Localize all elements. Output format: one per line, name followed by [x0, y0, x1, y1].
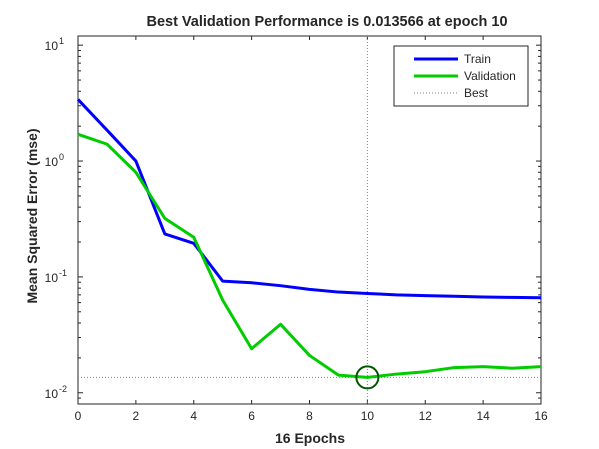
- x-tick-label: 14: [476, 409, 490, 423]
- x-axis-label: 16 Epochs: [275, 430, 345, 446]
- x-tick-label: 4: [190, 409, 197, 423]
- y-axis-label: Mean Squared Error (mse): [24, 128, 40, 303]
- y-tick-exponent: 1: [59, 36, 64, 46]
- y-tick-exponent: -1: [59, 268, 67, 278]
- legend-label-best: Best: [464, 86, 489, 100]
- x-tick-label: 12: [419, 409, 433, 423]
- chart-title: Best Validation Performance is 0.013566 …: [146, 14, 507, 30]
- x-tick-label: 2: [133, 409, 140, 423]
- x-tick-label: 0: [75, 409, 82, 423]
- y-tick-label: 10: [45, 39, 59, 53]
- y-tick-exponent: -2: [59, 384, 67, 394]
- legend-label-validation: Validation: [464, 69, 516, 83]
- legend: Train Validation Best: [393, 45, 529, 107]
- x-tick-label: 16: [534, 409, 548, 423]
- series-line-validation: [77, 132, 542, 379]
- x-tick-label: 10: [361, 409, 375, 423]
- y-tick-label: 10: [45, 271, 59, 285]
- y-tick-label: 10: [45, 387, 59, 401]
- y-tick-label: 10: [45, 155, 59, 169]
- y-tick-exponent: 0: [59, 152, 64, 162]
- legend-label-train: Train: [464, 52, 491, 66]
- series-line-train: [76, 98, 542, 300]
- best-point-marker: [355, 365, 380, 390]
- x-tick-label: 8: [306, 409, 313, 423]
- x-tick-label: 6: [248, 409, 255, 423]
